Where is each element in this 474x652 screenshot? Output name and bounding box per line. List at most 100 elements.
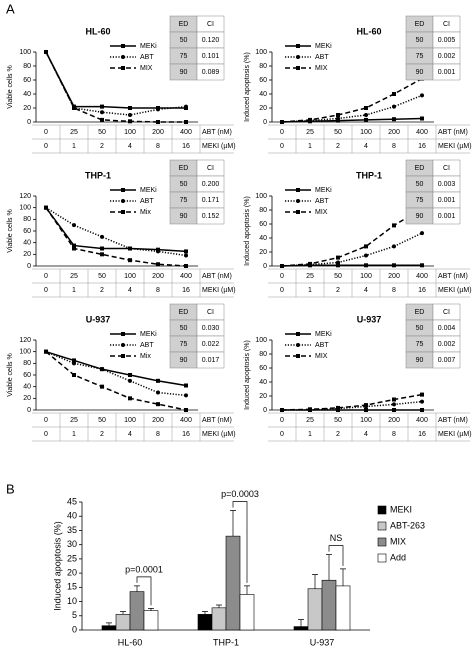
marker bbox=[72, 106, 76, 110]
x-tick-label: 50 bbox=[98, 129, 106, 136]
annotation: p=0.0001 bbox=[125, 564, 163, 574]
bar bbox=[115, 614, 131, 631]
legend-label: ABT bbox=[140, 54, 154, 61]
legend-label: ABT bbox=[315, 342, 329, 349]
y-tick-label: 100 bbox=[19, 49, 31, 56]
table-text: 0.001 bbox=[438, 69, 456, 76]
y-axis-label: Viable cells % bbox=[7, 353, 14, 396]
y-tick-label: 0 bbox=[263, 119, 267, 126]
legend-label: MEKi bbox=[140, 43, 157, 50]
marker bbox=[364, 253, 368, 258]
marker bbox=[72, 358, 76, 363]
x-tick-label: 100 bbox=[124, 129, 136, 136]
table-text: CI bbox=[443, 165, 450, 172]
table-text: 0.001 bbox=[438, 197, 456, 204]
table-text: 0.002 bbox=[438, 341, 456, 348]
chart-title: U-937 bbox=[357, 314, 382, 324]
x2-tick-label: 8 bbox=[156, 143, 160, 150]
x-tick-label: 400 bbox=[416, 417, 428, 424]
x-tick-label: 200 bbox=[388, 417, 400, 424]
y-tick-label: 60 bbox=[259, 221, 267, 228]
legend-label: ABT bbox=[315, 198, 329, 205]
marker bbox=[364, 106, 368, 110]
x-tick-label: 25 bbox=[70, 129, 78, 136]
table-text: 90 bbox=[416, 213, 424, 220]
y-tick-label: 0 bbox=[27, 263, 31, 270]
chart-title: THP-1 bbox=[356, 170, 382, 180]
x2-tick-label: 0 bbox=[44, 431, 48, 438]
legend-label: MIX bbox=[315, 353, 328, 360]
marker bbox=[128, 113, 132, 117]
legend-marker bbox=[121, 55, 125, 59]
marker bbox=[100, 367, 104, 372]
legend-label: MIX bbox=[315, 209, 328, 216]
x-tick-label: 0 bbox=[44, 417, 48, 424]
series-line bbox=[281, 264, 422, 267]
y-tick-label: 40 bbox=[23, 384, 31, 391]
y-tick-label: 40 bbox=[23, 91, 31, 98]
marker bbox=[184, 393, 188, 398]
series-line bbox=[282, 400, 423, 411]
x-tick-label: HL-60 bbox=[118, 637, 143, 647]
error-bar bbox=[312, 574, 318, 589]
table-cell bbox=[432, 351, 461, 369]
legend-label: MEKi bbox=[140, 187, 157, 194]
table-text: 90 bbox=[180, 213, 188, 220]
y-axis-label: Viable cells % bbox=[7, 65, 14, 108]
table-text: ED bbox=[179, 165, 189, 172]
x2-tick-label: 1 bbox=[72, 143, 76, 150]
y-axis-label: Induced apoptosis (%) bbox=[52, 521, 62, 611]
series-line bbox=[45, 51, 186, 109]
bar bbox=[307, 588, 323, 631]
y-tick-label: 100 bbox=[255, 193, 267, 200]
x2-tick-label: 1 bbox=[72, 287, 76, 294]
marker bbox=[336, 118, 340, 123]
marker bbox=[72, 373, 76, 377]
legend-marker bbox=[296, 332, 300, 336]
legend-label: ABT-263 bbox=[390, 520, 425, 530]
x2-tick-label: 4 bbox=[128, 431, 132, 438]
series-line bbox=[281, 117, 423, 123]
marker bbox=[336, 405, 340, 410]
marker bbox=[100, 384, 104, 389]
x2-tick-label: 0 bbox=[44, 143, 48, 150]
series-line bbox=[281, 77, 423, 123]
bracket bbox=[328, 545, 344, 566]
marker bbox=[156, 390, 160, 395]
x2-tick-label: 1 bbox=[72, 431, 76, 438]
x-axis-label: ABT (nM) bbox=[202, 273, 232, 280]
legend-label: MEKi bbox=[315, 331, 332, 338]
x-tick-label: 400 bbox=[416, 129, 428, 136]
x2-axis-label: MEKI (µM) bbox=[202, 431, 236, 438]
panel-label: B bbox=[6, 481, 15, 496]
legend-marker bbox=[121, 188, 125, 192]
table-text: 90 bbox=[416, 357, 424, 364]
legend-label: Add bbox=[390, 552, 406, 562]
marker bbox=[392, 408, 396, 412]
table-text: 50 bbox=[180, 325, 188, 332]
error-bar bbox=[326, 554, 332, 581]
table-cell bbox=[196, 63, 225, 81]
marker bbox=[184, 249, 188, 254]
error-bar bbox=[202, 611, 208, 615]
marker bbox=[72, 243, 76, 248]
x-tick-label: 200 bbox=[152, 273, 164, 280]
y-tick-label: 60 bbox=[23, 228, 31, 235]
y-tick-label: 15 bbox=[67, 582, 77, 592]
x-axis-label: ABT (nM) bbox=[202, 417, 232, 424]
legend-marker bbox=[121, 66, 125, 70]
legend-label: MIX bbox=[140, 65, 153, 72]
legend-label: ABT bbox=[140, 198, 154, 205]
legend-label: Mix bbox=[140, 209, 151, 216]
y-tick-label: 120 bbox=[19, 193, 31, 200]
y-tick-label: 80 bbox=[23, 360, 31, 367]
error-bar bbox=[230, 510, 236, 537]
legend-marker bbox=[121, 343, 125, 347]
table-text: 50 bbox=[416, 37, 424, 44]
marker bbox=[392, 397, 396, 402]
x-tick-label: THP-1 bbox=[213, 637, 239, 647]
table-text: ED bbox=[415, 21, 425, 28]
x-tick-label: 200 bbox=[388, 273, 400, 280]
x2-tick-label: 2 bbox=[336, 287, 340, 294]
table-text: CI bbox=[207, 21, 214, 28]
